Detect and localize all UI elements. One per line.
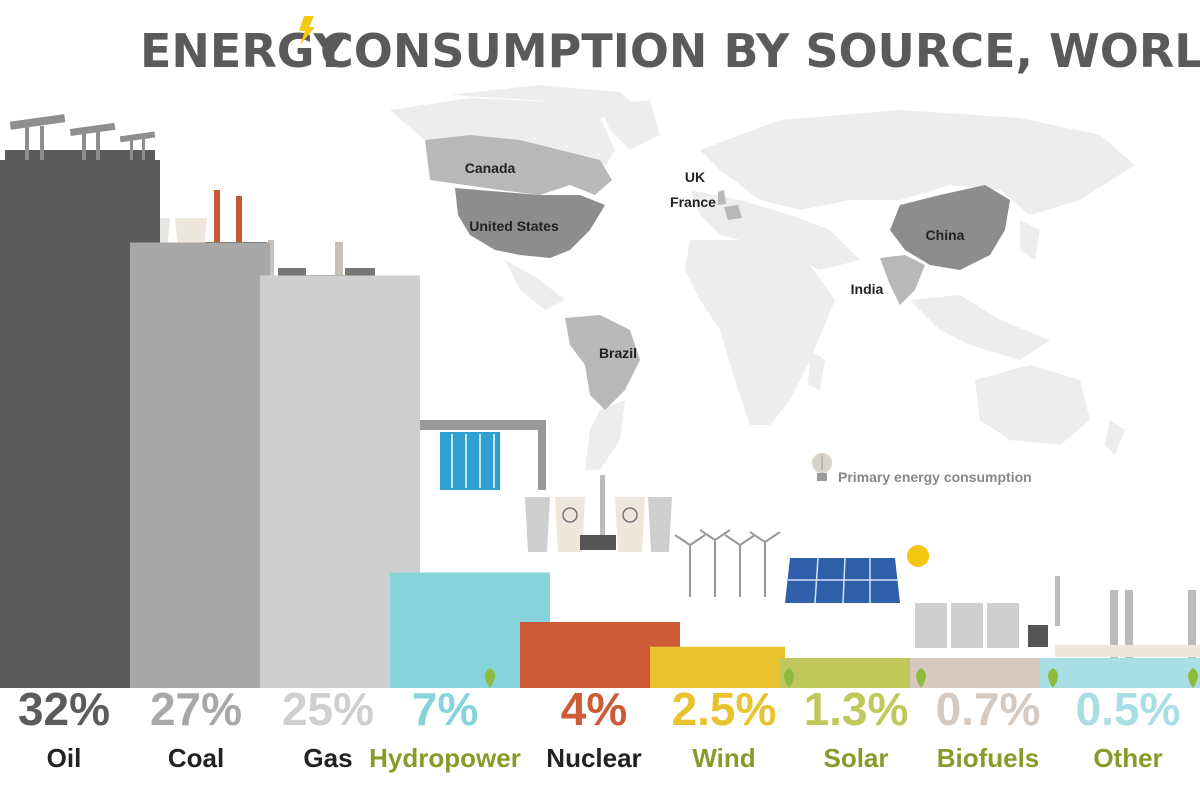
category-label-other: Other — [1093, 743, 1162, 773]
category-label-biofuels: Biofuels — [937, 743, 1040, 773]
south-america-south-shape — [585, 400, 625, 470]
uk-shape — [718, 190, 726, 205]
category-label-nuclear: Nuclear — [546, 743, 641, 773]
chart-title: ENERGY CONSUMPTION BY SOURCE, WORLD — [140, 16, 1200, 78]
lightning-bolt-icon — [299, 16, 315, 45]
bar-wind — [650, 646, 785, 688]
solar-panels-illustration — [785, 545, 929, 604]
united-states-shape — [455, 188, 605, 258]
category-label-wind: Wind — [692, 743, 755, 773]
southeast-asia-shape — [910, 295, 1050, 360]
value-label-biofuels: 0.7% — [936, 683, 1041, 735]
value-label-coal: 27% — [150, 683, 242, 735]
greenland-shape — [600, 100, 660, 150]
brazil-shape — [565, 315, 640, 410]
bars-group — [0, 160, 1200, 688]
world-map: Canada United States UK France China Ind… — [390, 85, 1135, 470]
japan-shape — [1020, 220, 1040, 260]
value-label-wind: 2.5% — [672, 683, 777, 735]
value-label-gas: 25% — [282, 683, 374, 735]
country-label-canada: Canada — [465, 160, 516, 176]
nuclear-plant-illustration — [525, 475, 672, 552]
new-zealand-shape — [1105, 420, 1125, 455]
title-part-1: ENERGY — [140, 24, 348, 78]
bar-biofuels — [910, 658, 1045, 688]
leaf-icon — [1048, 668, 1058, 688]
category-label-oil: Oil — [47, 743, 82, 773]
china-shape — [890, 185, 1010, 270]
value-labels-group: 32% 27% 25% 7% 4% 2.5% 1.3% 0.7% 0.5% — [18, 683, 1180, 735]
canada-shape — [425, 135, 612, 195]
category-label-gas: Gas — [303, 743, 352, 773]
leaf-icons-group — [485, 668, 1198, 688]
france-shape — [724, 205, 742, 220]
leaf-icon — [916, 668, 926, 688]
sun-icon — [907, 545, 929, 567]
central-america-shape — [505, 260, 565, 310]
value-label-oil: 32% — [18, 683, 110, 735]
country-label-france: France — [670, 194, 716, 210]
eurasia-shape — [700, 110, 1135, 215]
leaf-icon — [1188, 668, 1198, 688]
country-label-uk: UK — [685, 169, 705, 185]
arctic-shape — [450, 85, 640, 118]
value-label-solar: 1.3% — [804, 683, 909, 735]
africa-shape — [685, 240, 835, 425]
leaf-icon — [485, 668, 495, 688]
title-part-2: CONSUMPTION BY SOURCE, WORLD — [320, 24, 1200, 78]
australia-shape — [975, 365, 1090, 445]
biofuels-tanks-illustration — [915, 576, 1060, 648]
category-label-solar: Solar — [823, 743, 888, 773]
bar-coal — [130, 242, 270, 688]
value-label-hydropower: 7% — [412, 683, 478, 735]
country-label-india: India — [851, 281, 884, 297]
country-label-brazil: Brazil — [599, 345, 637, 361]
category-label-coal: Coal — [168, 743, 224, 773]
lightbulb-icon — [812, 453, 832, 481]
value-label-other: 0.5% — [1076, 683, 1181, 735]
bar-solar — [780, 658, 915, 688]
oil-pumpjacks-illustration — [5, 114, 156, 164]
chart-legend: Primary energy consumption — [812, 453, 1032, 485]
value-label-nuclear: 4% — [561, 683, 627, 735]
country-label-united-states: United States — [469, 218, 559, 234]
legend-label: Primary energy consumption — [838, 469, 1032, 485]
india-shape — [880, 255, 925, 305]
leaf-icon — [784, 668, 794, 688]
madagascar-shape — [808, 350, 825, 390]
category-labels-group: Oil Coal Gas Hydropower Nuclear Wind Solar Biof… — [47, 743, 1163, 773]
country-label-china: China — [926, 227, 965, 243]
category-label-hydropower: Hydropower — [369, 743, 521, 773]
other-plant-illustration — [1055, 590, 1200, 660]
bar-other — [1040, 658, 1200, 688]
hydro-dam-illustration — [398, 420, 546, 490]
wind-turbines-illustration — [674, 529, 781, 597]
